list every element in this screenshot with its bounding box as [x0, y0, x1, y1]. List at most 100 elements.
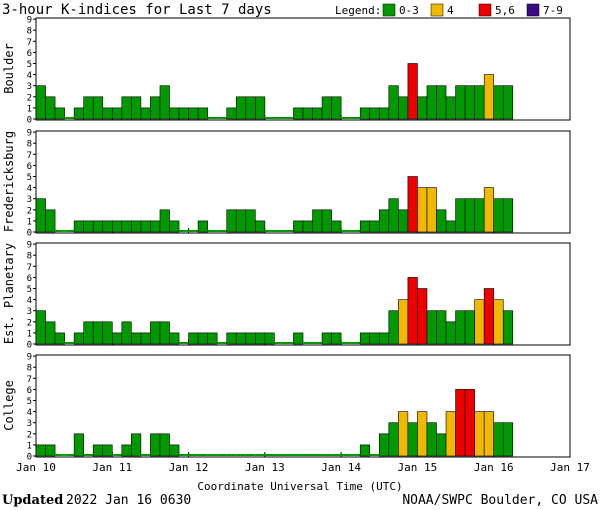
k-index-bar — [159, 209, 170, 233]
k-index-bar — [73, 332, 84, 345]
k-index-bar — [321, 332, 332, 345]
k-index-bar — [417, 187, 428, 233]
k-index-bar — [322, 454, 332, 456]
x-axis: Jan 10 Jan 11 Jan 12 Jan 13 Jan 14 Jan 15 Jan … — [16, 461, 590, 474]
k-index-bar — [312, 454, 323, 456]
k-index-bar — [169, 444, 180, 457]
k-index-bar — [73, 107, 84, 120]
k-index-bar — [35, 85, 46, 120]
k-index-bar — [293, 107, 304, 120]
k-index-bar — [83, 321, 94, 345]
y-tick-label: 6 — [27, 386, 32, 396]
k-index-bar — [217, 454, 227, 456]
legend-item-1: 4 — [447, 4, 454, 17]
y-tick-label: 9 — [27, 16, 32, 26]
k-index-bar — [350, 230, 361, 232]
legend-item-0: 0-3 — [399, 4, 419, 17]
k-index-bar — [140, 107, 151, 120]
y-tick-label: 6 — [27, 274, 32, 284]
legend-swatch-1 — [430, 3, 444, 17]
y-tick-label: 4 — [27, 296, 32, 306]
y-tick-label: 8 — [27, 252, 32, 262]
k-index-bar — [197, 220, 208, 233]
k-index-bar — [35, 310, 46, 345]
y-tick-label: 3 — [27, 195, 32, 205]
y-tick-label: 1 — [27, 329, 32, 339]
k-index-bar — [274, 454, 284, 456]
k-index-bar — [455, 85, 466, 120]
k-index-bar — [45, 96, 56, 120]
k-index-bar — [111, 220, 123, 233]
k-index-bar — [111, 107, 123, 120]
k-index-bar — [493, 299, 504, 345]
updated-value: 2022 Jan 16 0630 — [66, 493, 191, 508]
k-index-bar — [197, 107, 208, 120]
k-index-bar — [417, 96, 428, 120]
y-tick-label: 4 — [27, 184, 32, 194]
k-index-bar — [179, 454, 189, 456]
k-index-bar — [236, 454, 246, 456]
y-tick-label: 0 — [27, 453, 32, 463]
k-index-bar — [255, 454, 265, 456]
y-tick-label: 0 — [27, 341, 32, 351]
k-index-bar — [140, 332, 151, 345]
k-index-bar — [417, 288, 428, 345]
y-tick-label: 1 — [27, 217, 32, 227]
y-tick-label: 5 — [27, 60, 32, 70]
k-index-bar — [131, 433, 142, 457]
k-index-bar — [197, 332, 208, 345]
k-index-bar — [369, 107, 380, 120]
k-index-bar — [112, 454, 122, 456]
k-index-bar — [312, 209, 323, 233]
k-index-bar — [83, 454, 94, 456]
k-index-bar — [150, 321, 161, 345]
legend-item-2: 5,6 — [495, 4, 515, 17]
k-index-bar — [121, 96, 132, 120]
k-index-bar — [426, 310, 437, 345]
k-index-bar — [398, 299, 409, 345]
k-index-bar — [140, 220, 151, 233]
y-tick-label: 2 — [27, 93, 32, 103]
k-index-bar — [359, 332, 371, 345]
k-index-bar — [226, 107, 237, 120]
y-tick-label: 5 — [27, 397, 32, 407]
y-tick-label: 8 — [27, 364, 32, 374]
panel-label: College — [2, 380, 16, 431]
k-index-bar — [121, 444, 132, 457]
k-index-bar — [436, 433, 447, 457]
x-tick-label: Jan 14 — [321, 461, 361, 474]
k-index-bar — [92, 96, 104, 120]
k-index-bar — [388, 422, 399, 457]
k-index-bar — [131, 332, 142, 345]
panel-label: Fredericksburg — [2, 131, 16, 232]
k-index-bar — [140, 454, 151, 456]
k-index-bar — [464, 198, 475, 233]
y-tick-label: 2 — [27, 206, 32, 216]
k-index-bar — [303, 454, 313, 456]
k-index-bar — [455, 198, 466, 233]
k-index-bar — [131, 96, 142, 120]
k-index-bar — [92, 444, 104, 457]
k-index-bar — [483, 288, 495, 345]
k-index-bar — [483, 74, 495, 120]
k-index-bar — [64, 117, 75, 119]
k-index-bar — [169, 107, 180, 120]
y-tick-label: 7 — [27, 263, 32, 273]
k-index-bar — [207, 230, 218, 232]
k-index-bar — [359, 107, 371, 120]
k-index-bar — [235, 96, 247, 120]
y-tick-label: 8 — [27, 27, 32, 37]
k-index-bar — [283, 454, 294, 456]
k-index-bar — [150, 220, 161, 233]
k-index-bar — [226, 332, 237, 345]
k-index-bar — [378, 107, 390, 120]
k-index-bar — [426, 422, 437, 457]
k-index-bar — [369, 332, 380, 345]
k-index-bar — [102, 107, 113, 120]
k-index-bar — [64, 454, 75, 456]
k-index-bar — [493, 198, 504, 233]
k-index-bar — [111, 332, 123, 345]
k-index-bar — [474, 299, 485, 345]
k-index-bar — [331, 96, 342, 120]
